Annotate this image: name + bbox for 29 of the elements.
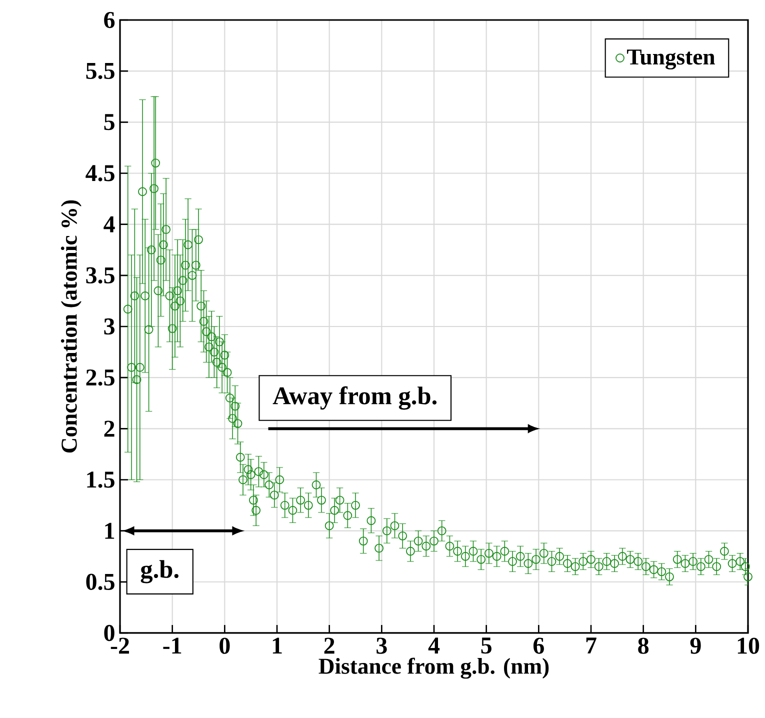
y-tick-label: 2.5 [86, 369, 114, 386]
y-tick-label: 5 [104, 114, 114, 130]
x-tick-label: 4 [428, 638, 440, 654]
x-tick-label: 1 [272, 638, 282, 654]
x-tick-label: 8 [638, 638, 649, 654]
y-tick-label: 1.5 [87, 472, 114, 488]
x-tick-label: 9 [690, 638, 701, 654]
y-tick-label: 2 [104, 420, 114, 437]
x-tick-label: 10 [738, 638, 760, 654]
x-tick-label: 6 [533, 638, 544, 654]
y-tick-label: 1 [105, 522, 114, 539]
y-tick-label: 3 [104, 318, 114, 335]
y-tick-label: 6 [104, 12, 115, 28]
annotation: g.b. [140, 560, 178, 584]
annotation: Away from g.b. [272, 386, 437, 410]
legend-label: Tungsten [627, 50, 715, 70]
y-tick-label: 0.5 [86, 574, 114, 590]
x-tick-label: -1 [163, 638, 182, 654]
x-tick-label: 5 [481, 638, 492, 654]
y-tick-label: 4.5 [86, 165, 114, 182]
x-tick-label: 2 [324, 638, 334, 654]
x-tick-label: 7 [586, 638, 596, 654]
y-axis-title: Concentration (atomic %) [60, 200, 82, 453]
y-tick-label: 5.5 [86, 63, 114, 80]
y-tick-label: 3.5 [86, 267, 114, 284]
x-axis-title: Distance from g.b. (nm) [318, 658, 549, 679]
x-tick-label: 0 [220, 638, 230, 654]
x-tick-label: 3 [376, 638, 387, 654]
y-tick-label: 4 [104, 216, 115, 232]
